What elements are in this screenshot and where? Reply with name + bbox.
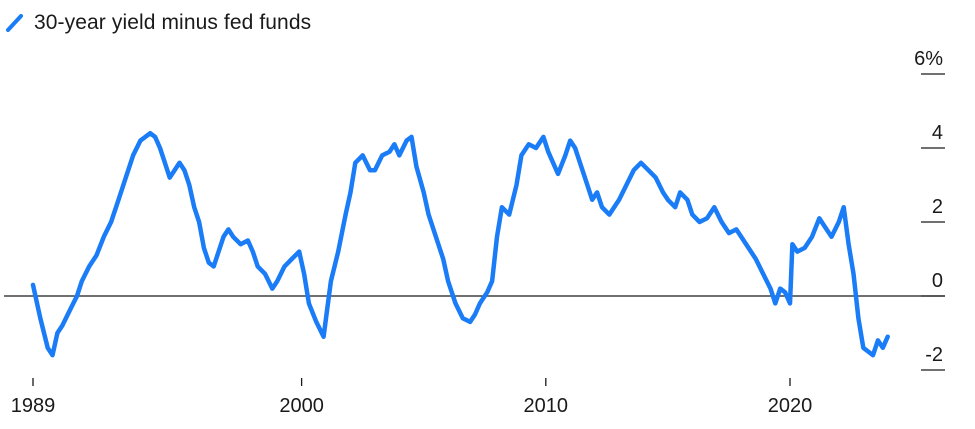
x-tick-label: 2020 xyxy=(768,395,813,417)
x-tick-label: 2010 xyxy=(524,395,569,417)
y-tick-label: 6% xyxy=(914,48,943,70)
x-tick-label: 1989 xyxy=(11,395,56,417)
legend-line-icon xyxy=(6,14,23,32)
series-line-0 xyxy=(30,130,890,358)
y-tick-label: 2 xyxy=(932,196,943,218)
legend: 30-year yield minus fed funds xyxy=(4,8,311,38)
y-tick-label: 4 xyxy=(932,122,943,144)
x-tick-label: 2000 xyxy=(279,395,324,417)
y-tick-label: 0 xyxy=(932,270,943,292)
legend-label: 30-year yield minus fed funds xyxy=(34,11,312,34)
y-tick-label: -2 xyxy=(925,344,943,366)
